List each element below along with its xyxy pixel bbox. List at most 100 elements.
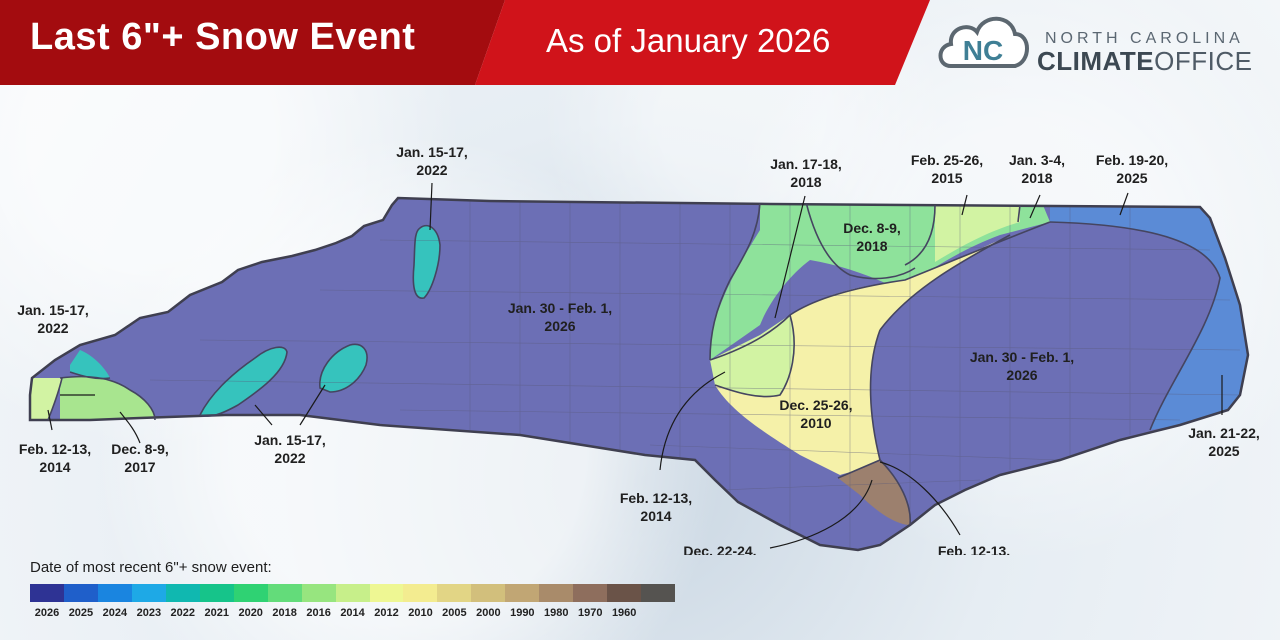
svg-text:Feb. 12-13,2014: Feb. 12-13, 2014	[620, 490, 692, 524]
legend-label: 1980	[544, 607, 569, 619]
logo-lettering: NC	[963, 35, 1003, 66]
label-south-2014-line1: Feb. 12-13,	[620, 490, 692, 506]
legend-swatch	[573, 584, 608, 602]
legend-label: 1960	[611, 607, 637, 619]
legend-label: 2024	[102, 607, 128, 619]
legend-label: 2010	[408, 607, 433, 619]
legend-color-bar	[30, 584, 676, 602]
legend-swatch	[233, 584, 268, 602]
nc-snow-map: Jan. 15-17, 2022 Jan. 15-17, 2022 Feb. 12-…	[17, 144, 1260, 555]
legend-swatch	[641, 584, 676, 602]
legend-swatch	[165, 584, 200, 602]
svg-text:Jan. 15-17,2022: Jan. 15-17, 2022	[396, 144, 468, 178]
legend-label: 2018	[272, 607, 297, 619]
page-title: Last 6"+ Snow Event	[30, 16, 416, 58]
region-2015-north	[935, 205, 1020, 262]
svg-text:Jan. 30 - Feb. 1,2026: Jan. 30 - Feb. 1, 2026	[508, 300, 612, 334]
svg-text:Jan. 15-17,2022: Jan. 15-17, 2022	[254, 432, 326, 466]
label-east-2026-line1: Jan. 30 - Feb. 1,	[970, 349, 1074, 365]
legend-year-labels: 2026 2025 2024 2023 2022 2021 2020 2018 2016 2014…	[30, 607, 675, 619]
legend-label: 1970	[577, 607, 603, 619]
legend-label: 2014	[340, 607, 365, 619]
svg-text:Dec. 8-9,2017: Dec. 8-9, 2017	[111, 441, 169, 475]
legend-label	[641, 607, 675, 619]
svg-text:Feb. 12-13,2010: Feb. 12-13,2010	[938, 543, 1010, 555]
region-2022-west-band	[200, 347, 287, 417]
legend-label: 2022	[170, 607, 196, 619]
label-2025ne-line2: 2025	[1116, 170, 1147, 186]
legend-label: 2026	[34, 607, 60, 619]
logo-office-word: OFFICE	[1154, 46, 1253, 76]
region-2025-northeast-coast	[1050, 198, 1248, 430]
svg-text:Feb. 19-20,2025: Feb. 19-20, 2025	[1096, 152, 1168, 186]
svg-text:Jan. 17-18,2018: Jan. 17-18, 2018	[770, 156, 842, 190]
svg-text:Dec. 22-24,1989: Dec. 22-24,1989	[683, 543, 756, 555]
climate-office-logo: NC NORTH CAROLINA CLIMATEOFFICE	[935, 0, 1280, 85]
region-1989-south	[838, 460, 911, 525]
legend-swatch	[97, 584, 132, 602]
svg-text:Dec. 25-26,2010: Dec. 25-26, 2010	[779, 397, 852, 431]
label-2010-central-line2: 2010	[800, 415, 831, 431]
legend-label: 2000	[476, 607, 501, 619]
label-1989-line1: Dec. 22-24,	[683, 543, 756, 555]
page-subtitle: As of January 2026	[546, 22, 831, 59]
legend-label: 2016	[306, 607, 331, 619]
logo-state: NORTH CAROLINA	[1045, 30, 1244, 47]
legend-label: 2025	[68, 607, 94, 619]
cloud-logo-icon: NC	[938, 16, 1029, 68]
label-2025ne-line1: Feb. 19-20,	[1096, 152, 1168, 168]
logo-climate-word: CLIMATE	[1037, 46, 1155, 76]
label-2010-central-line1: Dec. 25-26,	[779, 397, 852, 413]
label-2018a-line2: 2018	[790, 174, 821, 190]
label-far-west-2022-line1: Jan. 15-17,	[17, 302, 89, 318]
svg-text:Dec. 8-9,2018: Dec. 8-9, 2018	[843, 220, 901, 254]
label-coast-2025-line1: Jan. 21-22,	[1188, 425, 1260, 441]
svg-text:Feb. 25-26,2015: Feb. 25-26, 2015	[911, 152, 983, 186]
label-2018b-line1: Dec. 8-9,	[843, 220, 901, 236]
leader-lines	[47, 182, 1223, 549]
label-2018a-line1: Jan. 17-18,	[770, 156, 842, 172]
label-2022-bottom-line2: 2022	[274, 450, 305, 466]
legend-swatch	[403, 584, 438, 602]
label-far-west-2022-line2: 2022	[37, 320, 68, 336]
legend-label: 2012	[374, 607, 399, 619]
region-boundaries	[709, 198, 1221, 526]
svg-text:Feb. 12-13,2014: Feb. 12-13, 2014	[19, 441, 91, 475]
label-2018c-line2: 2018	[1021, 170, 1052, 186]
label-2010-south-line1: Feb. 12-13,	[938, 543, 1010, 555]
legend-swatch	[471, 584, 506, 602]
legend-swatch	[301, 584, 336, 602]
legend-swatch	[607, 584, 642, 602]
label-2018c-line1: Jan. 3-4,	[1009, 152, 1065, 168]
legend-swatch	[335, 584, 370, 602]
banner-shape	[0, 0, 930, 85]
svg-text:Jan. 21-22,2025: Jan. 21-22, 2025	[1188, 425, 1260, 459]
svg-text:Jan. 30 - Feb. 1,2026: Jan. 30 - Feb. 1, 2026	[970, 349, 1074, 383]
label-far-west-2014-line1: Feb. 12-13,	[19, 441, 91, 457]
label-coast-2025-line2: 2025	[1208, 443, 1239, 459]
legend-swatch	[369, 584, 404, 602]
legend-title: Date of most recent 6"+ snow event:	[30, 559, 272, 576]
label-2018b-line2: 2018	[856, 238, 887, 254]
legend-swatch	[30, 584, 64, 602]
mountain-region-boundaries	[47, 224, 441, 421]
label-south-2014-line2: 2014	[640, 508, 671, 524]
label-far-west-2017-line1: Dec. 8-9,	[111, 441, 169, 457]
label-2022-top-line2: 2022	[416, 162, 447, 178]
label-2022-bottom-line1: Jan. 15-17,	[254, 432, 326, 448]
legend-swatch	[199, 584, 234, 602]
svg-text:Jan. 15-17,2022: Jan. 15-17, 2022	[17, 302, 89, 336]
region-2022-far-west	[70, 350, 110, 379]
region-labels: Jan. 15-17, 2022 Jan. 15-17, 2022 Feb. 12-…	[17, 144, 1260, 555]
legend-swatch	[131, 584, 166, 602]
legend-label: 1990	[510, 607, 535, 619]
label-east-2026-line2: 2026	[1006, 367, 1037, 383]
label-far-west-2017-line2: 2017	[124, 459, 155, 475]
region-2014-far-west	[30, 378, 62, 420]
legend-swatch	[63, 584, 98, 602]
label-2015-line1: Feb. 25-26,	[911, 152, 983, 168]
label-central-2026-line2: 2026	[544, 318, 575, 334]
legend-swatch	[437, 584, 472, 602]
region-2017-far-west	[60, 376, 155, 420]
region-2014-central	[710, 315, 795, 397]
